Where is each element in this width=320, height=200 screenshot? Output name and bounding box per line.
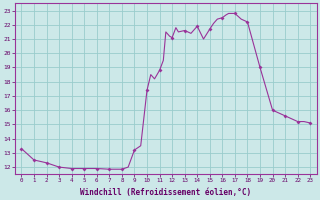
X-axis label: Windchill (Refroidissement éolien,°C): Windchill (Refroidissement éolien,°C) <box>80 188 252 197</box>
